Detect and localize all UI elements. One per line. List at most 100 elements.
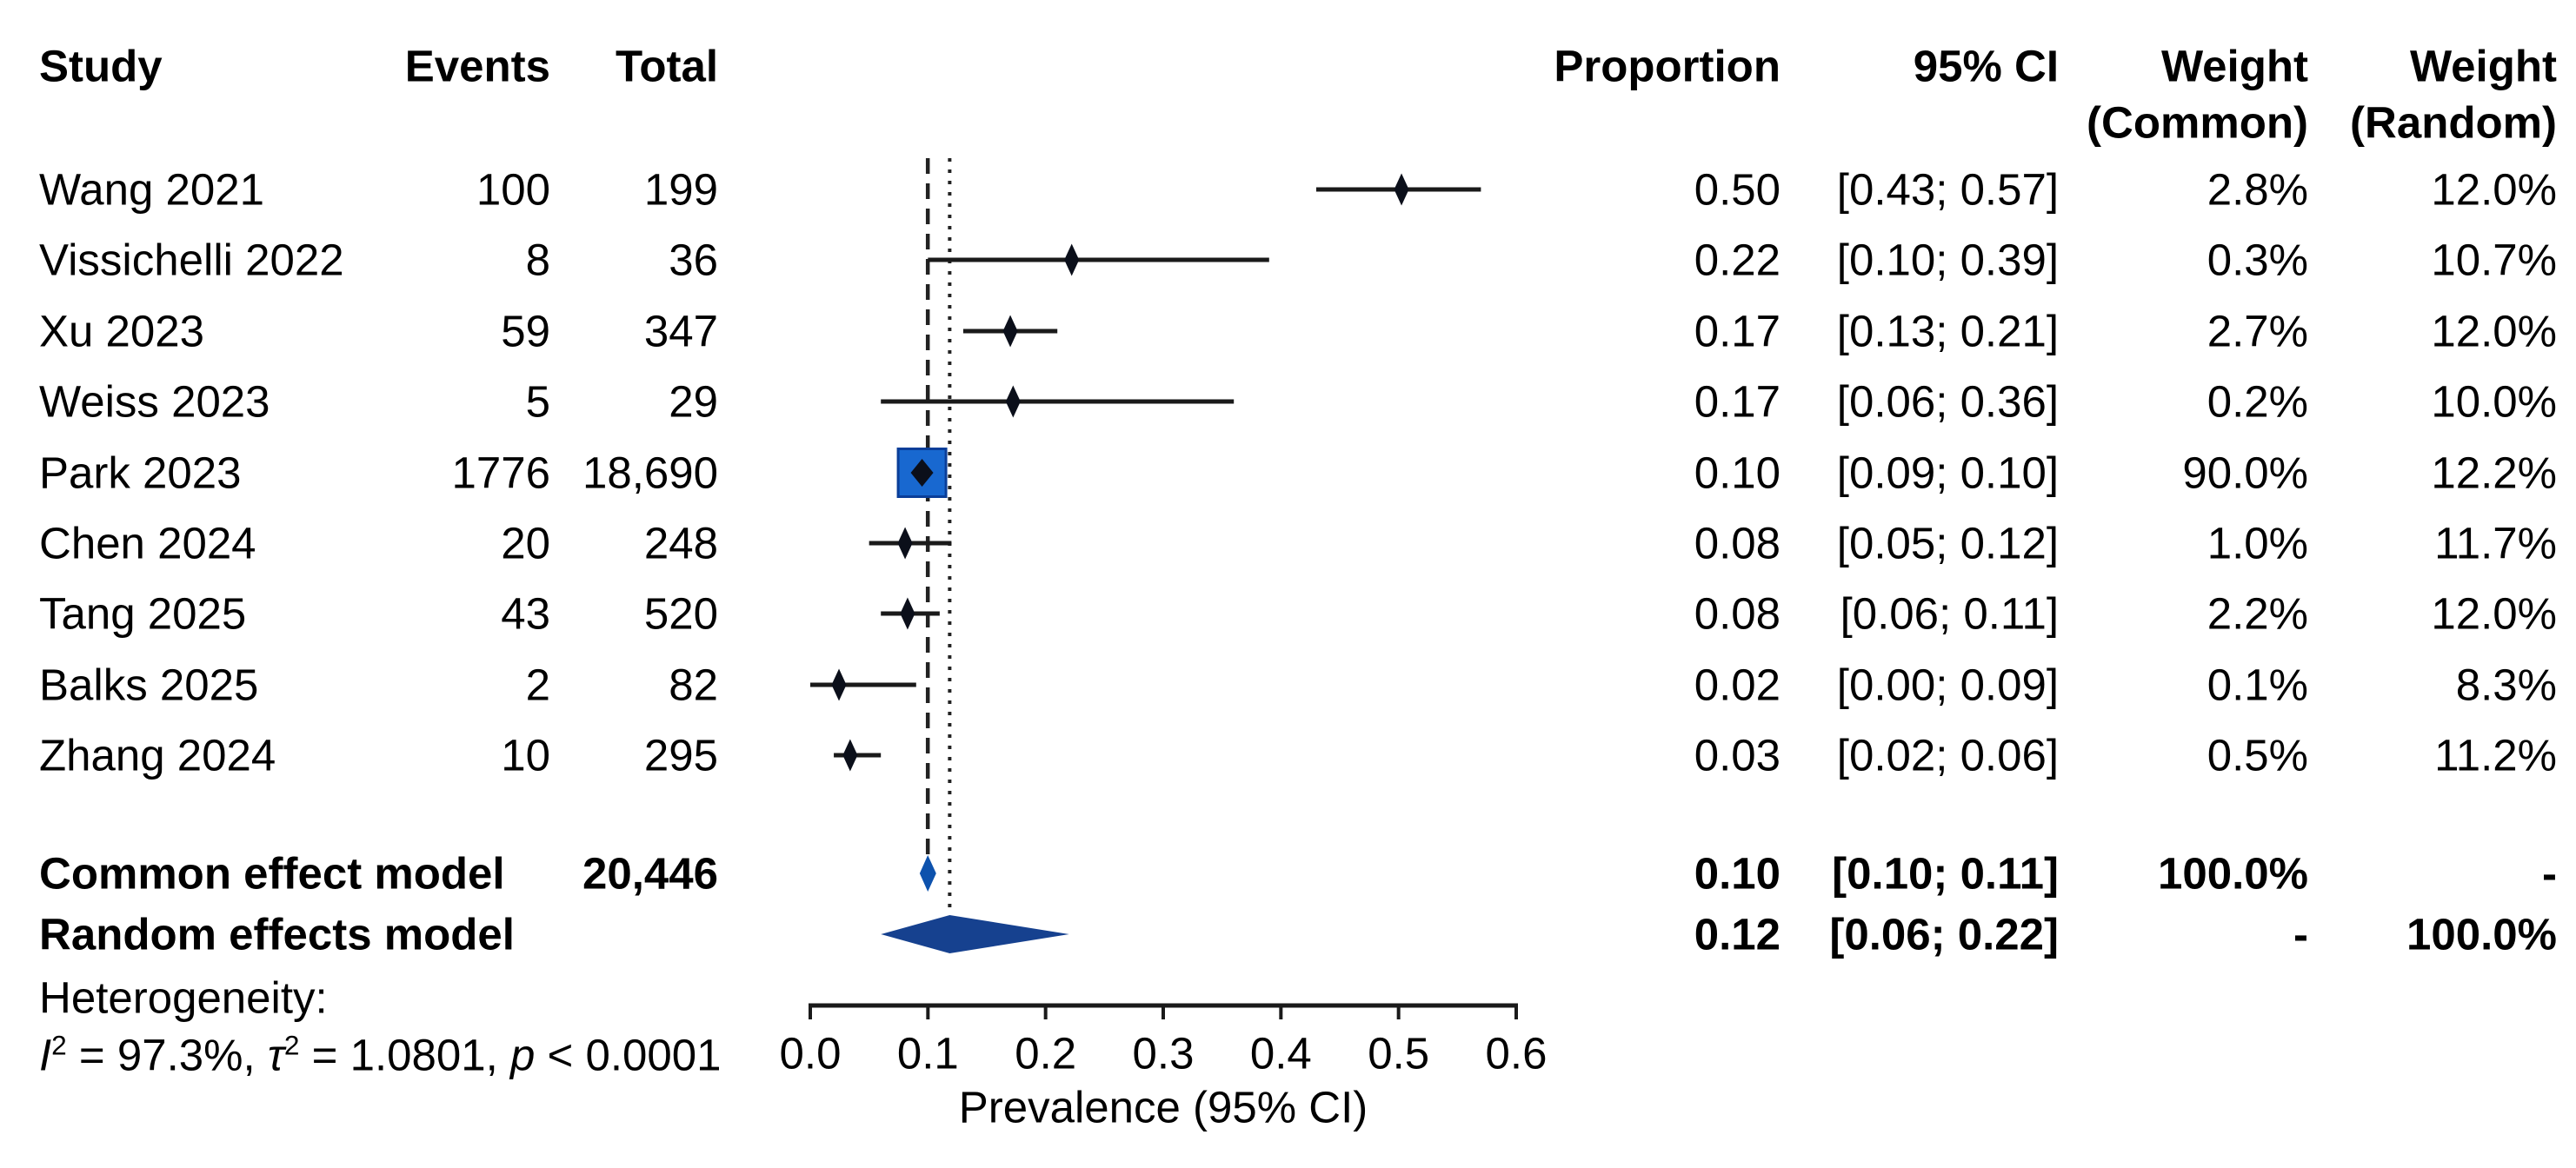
study-row-weight-random: 12.0% xyxy=(2431,164,2557,215)
heterogeneity-part: I xyxy=(39,1030,52,1080)
study-row-proportion: 0.08 xyxy=(1694,518,1781,568)
x-axis-tick-label: 0.2 xyxy=(1015,1029,1076,1078)
study-row-total: 36 xyxy=(669,235,718,285)
study-row-proportion: 0.17 xyxy=(1694,306,1781,356)
summary-row-weight-random: 100.0% xyxy=(2406,909,2557,959)
summary-row-proportion: 0.12 xyxy=(1694,909,1781,959)
summary-row-label: Random effects model xyxy=(39,909,515,959)
x-axis-title: Prevalence (95% CI) xyxy=(958,1082,1368,1132)
summary-row-label: Common effect model xyxy=(39,848,505,899)
study-row-weight-random: 10.7% xyxy=(2431,235,2557,285)
x-axis-tick-label: 0.0 xyxy=(780,1029,842,1078)
col-header-weight-random: Weight xyxy=(2409,41,2557,91)
study-row-events: 8 xyxy=(525,235,550,285)
heterogeneity-part: = 97.3%, xyxy=(66,1030,268,1080)
study-row-ci: [0.05; 0.12] xyxy=(1836,518,2059,568)
x-axis-tick-label: 0.5 xyxy=(1368,1029,1429,1078)
study-row-total: 295 xyxy=(643,730,718,780)
study-row-weight-common: 0.3% xyxy=(2207,235,2308,285)
study-row-total: 199 xyxy=(643,164,718,215)
study-row-proportion: 0.22 xyxy=(1694,235,1781,285)
study-row-weight-random: 12.2% xyxy=(2431,448,2557,498)
study-row-events: 100 xyxy=(476,164,550,215)
col-header-events: Events xyxy=(404,41,550,91)
study-row-weight-common: 2.7% xyxy=(2207,306,2308,356)
col-header-weight-random-sub: (Random) xyxy=(2350,97,2557,148)
study-row-events: 43 xyxy=(501,588,550,639)
study-row-total: 18,690 xyxy=(582,448,718,498)
point-marker xyxy=(910,459,934,487)
study-row-weight-common: 0.1% xyxy=(2207,660,2308,710)
summary-row-ci: [0.06; 0.22] xyxy=(1829,909,2059,959)
heterogeneity-part: p xyxy=(509,1030,536,1080)
study-row-events: 5 xyxy=(525,376,550,427)
study-row-total: 248 xyxy=(643,518,718,568)
study-row-total: 520 xyxy=(643,588,718,639)
heterogeneity-stats: I2 = 97.3%, τ2 = 1.0801, p < 0.0001 xyxy=(39,1029,722,1080)
summary-row-weight-common: - xyxy=(2293,909,2308,959)
study-row-total: 82 xyxy=(669,660,718,710)
study-row-ci: [0.13; 0.21] xyxy=(1836,306,2059,356)
study-row-ci: [0.10; 0.39] xyxy=(1836,235,2059,285)
study-row-events: 2 xyxy=(525,660,550,710)
study-row-weight-random: 12.0% xyxy=(2431,588,2557,639)
study-row-proportion: 0.03 xyxy=(1694,730,1781,780)
study-row-ci: [0.06; 0.11] xyxy=(1840,588,2059,639)
study-row-weight-common: 0.5% xyxy=(2207,730,2308,780)
study-row-ci: [0.09; 0.10] xyxy=(1836,448,2059,498)
study-row-weight-random: 12.0% xyxy=(2431,306,2557,356)
point-marker xyxy=(897,527,913,560)
study-row-proportion: 0.50 xyxy=(1694,164,1781,215)
heterogeneity-part: 2 xyxy=(51,1029,67,1061)
point-marker xyxy=(1005,385,1021,418)
summary-row-weight-random: - xyxy=(2542,848,2557,899)
study-row-events: 59 xyxy=(501,306,550,356)
random-effects-diamond xyxy=(881,915,1069,953)
study-row-weight-random: 10.0% xyxy=(2431,376,2557,427)
study-row-proportion: 0.02 xyxy=(1694,660,1781,710)
heterogeneity-part: 2 xyxy=(283,1029,300,1061)
study-row-study: Xu 2023 xyxy=(39,306,205,356)
point-marker xyxy=(1002,315,1018,348)
study-row-study: Weiss 2023 xyxy=(39,376,270,427)
study-row-total: 347 xyxy=(643,306,718,356)
study-row-study: Wang 2021 xyxy=(39,164,264,215)
study-row-study: Chen 2024 xyxy=(39,518,256,568)
col-header-ci: 95% CI xyxy=(1913,41,2059,91)
study-row-study: Vissichelli 2022 xyxy=(39,235,344,285)
col-header-total: Total xyxy=(615,41,718,91)
study-row-events: 1776 xyxy=(451,448,550,498)
heterogeneity-part: < 0.0001 xyxy=(535,1030,722,1080)
col-header-study: Study xyxy=(39,41,163,91)
study-row-study: Balks 2025 xyxy=(39,660,259,710)
study-row-weight-common: 0.2% xyxy=(2207,376,2308,427)
study-row-events: 10 xyxy=(501,730,550,780)
x-axis-tick-label: 0.1 xyxy=(897,1029,959,1078)
study-row-study: Zhang 2024 xyxy=(39,730,276,780)
heterogeneity-label: Heterogeneity: xyxy=(39,972,328,1023)
study-row-weight-common: 2.8% xyxy=(2207,164,2308,215)
x-axis-tick-label: 0.3 xyxy=(1133,1029,1195,1078)
study-row-study: Park 2023 xyxy=(39,448,242,498)
study-row-weight-random: 11.7% xyxy=(2434,518,2557,568)
study-row-weight-random: 11.2% xyxy=(2434,730,2557,780)
summary-row-ci: [0.10; 0.11] xyxy=(1832,848,2059,899)
col-header-proportion: Proportion xyxy=(1554,41,1781,91)
summary-row-total: 20,446 xyxy=(582,848,718,899)
common-effect-diamond xyxy=(919,855,936,892)
study-row-ci: [0.43; 0.57] xyxy=(1836,164,2059,215)
col-header-weight-common-sub: (Common) xyxy=(2087,97,2308,148)
heterogeneity-part: = 1.0801, xyxy=(299,1030,510,1080)
point-marker xyxy=(1394,173,1409,206)
study-row-proportion: 0.10 xyxy=(1694,448,1781,498)
summary-row-weight-common: 100.0% xyxy=(2158,848,2308,899)
study-row-weight-common: 2.2% xyxy=(2207,588,2308,639)
study-row-ci: [0.06; 0.36] xyxy=(1836,376,2059,427)
x-axis-tick-label: 0.4 xyxy=(1250,1029,1312,1078)
study-row-weight-random: 8.3% xyxy=(2455,660,2557,710)
heterogeneity-part: τ xyxy=(267,1030,284,1080)
point-marker xyxy=(831,668,847,701)
study-row-weight-common: 90.0% xyxy=(2182,448,2308,498)
study-row-ci: [0.00; 0.09] xyxy=(1836,660,2059,710)
